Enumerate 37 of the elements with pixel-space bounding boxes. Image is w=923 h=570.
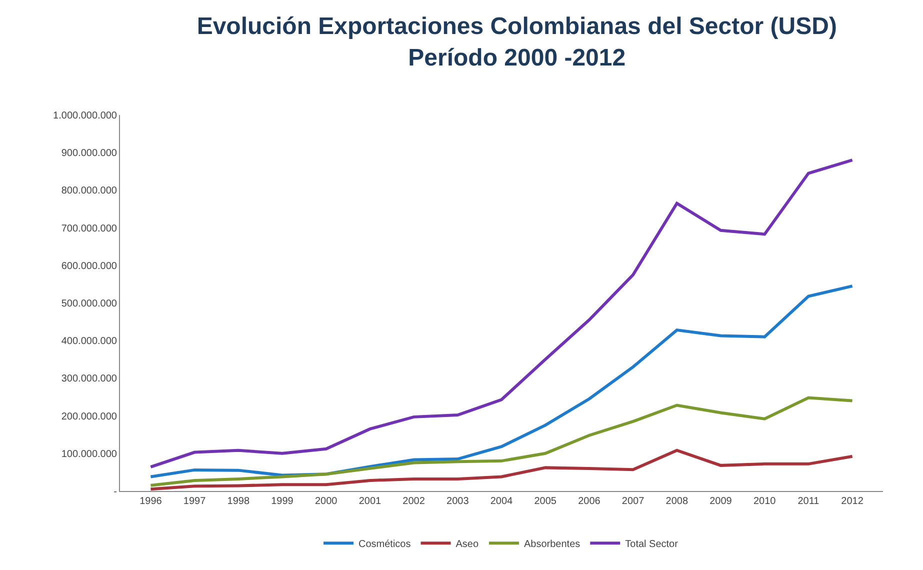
y-tick-label: 800.000.000 <box>61 186 118 197</box>
y-tick-label: 300.000.000 <box>61 374 118 385</box>
x-tick-label: 2005 <box>534 496 557 507</box>
legend-label: Absorbentes <box>524 539 580 550</box>
y-tick-label: 200.000.000 <box>61 411 118 422</box>
x-tick-label: 1996 <box>140 496 162 507</box>
x-tick-label: 2003 <box>446 496 470 507</box>
x-tick-label: 2008 <box>666 496 688 507</box>
x-tick-label: 2010 <box>753 496 776 507</box>
legend-label: Aseo <box>456 539 479 550</box>
y-tick-label: 700.000.000 <box>61 223 118 234</box>
x-tick-label: 2000 <box>314 496 338 507</box>
legend-label: Cosméticos <box>358 539 411 550</box>
chart-subtitle: Período 2000 -2012 <box>408 44 626 72</box>
x-tick-label: 2007 <box>622 496 645 507</box>
y-tick-label: 400.000.000 <box>61 336 118 348</box>
x-tick-label: 1997 <box>183 496 206 507</box>
x-tick-label: 2006 <box>578 496 601 507</box>
x-tick-label: 1998 <box>227 496 250 507</box>
y-tick-label: 600.000.000 <box>61 260 118 272</box>
x-tick-label: 2012 <box>841 496 864 507</box>
y-tick-label: 1.000.000.000 <box>53 110 118 122</box>
x-tick-label: 2009 <box>710 496 732 507</box>
legend-label: Total Sector <box>625 539 679 550</box>
x-tick-label: 1999 <box>271 496 294 507</box>
x-tick-label: 2001 <box>358 496 382 507</box>
x-tick-label: 2004 <box>490 496 514 507</box>
line-series <box>149 396 854 487</box>
line-series <box>149 158 854 468</box>
x-tick-label: 2011 <box>798 496 820 507</box>
y-tick-label: 100.000.000 <box>61 448 118 460</box>
y-tick-label: - <box>114 486 117 498</box>
chart-title: Evolución Exportaciones Colombianas del Sector (USD) <box>196 13 837 40</box>
y-tick-label: 900.000.000 <box>61 148 118 160</box>
y-tick-label: 500.000.000 <box>61 298 118 310</box>
line-series <box>149 448 854 491</box>
x-tick-label: 2002 <box>402 496 426 507</box>
